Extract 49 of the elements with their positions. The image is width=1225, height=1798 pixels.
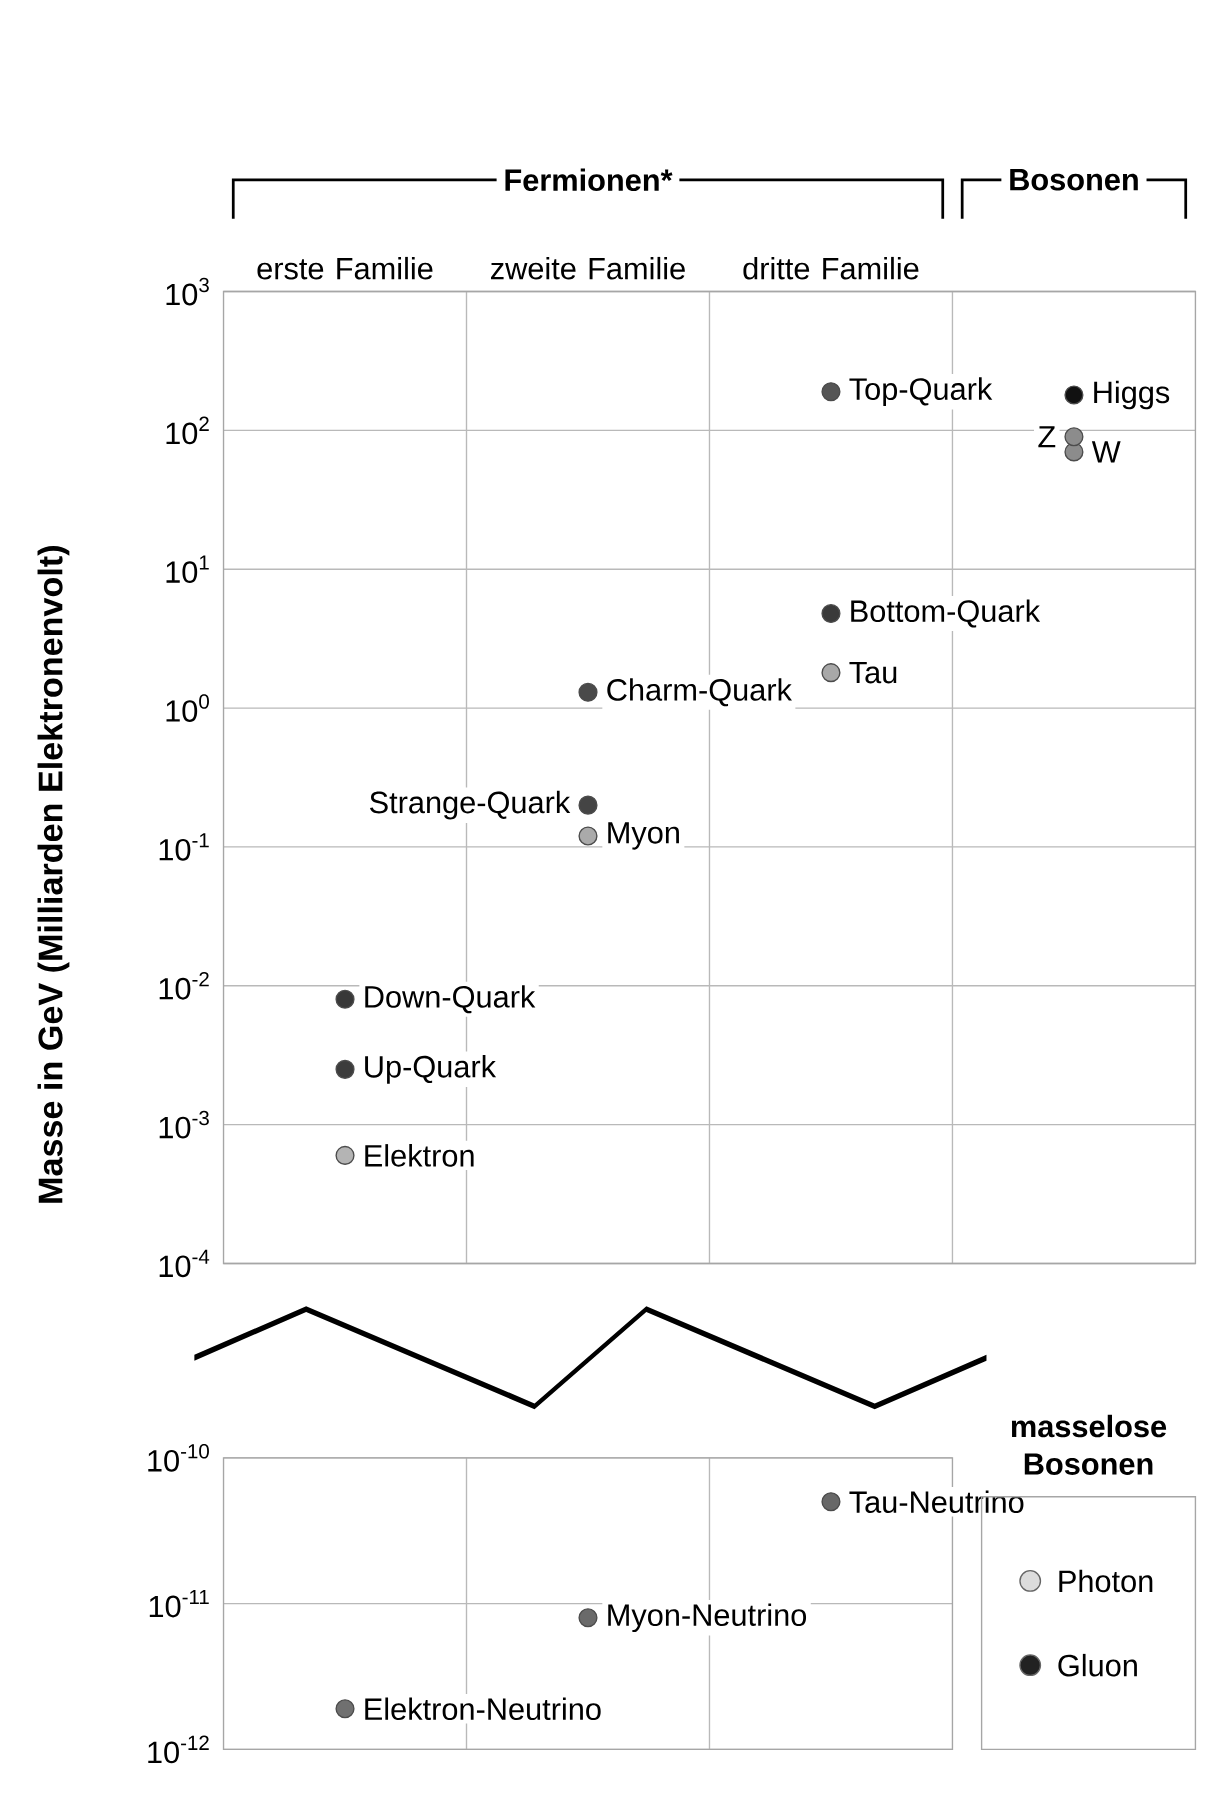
point <box>821 1492 841 1512</box>
series-label: Up-Quark <box>365 1055 497 1084</box>
y-tick-label: 10$^{-2}$ <box>159 971 209 1000</box>
point <box>821 663 841 683</box>
y-tick-label: 10$^{-10}$ <box>148 1444 210 1472</box>
series-label: Strange-Quark <box>370 790 571 820</box>
y-tick-label: 10$^{2}$ <box>166 416 209 445</box>
y-tick-label: 10$^{-11}$ <box>150 1589 209 1618</box>
series-label: Z <box>1038 426 1056 448</box>
point <box>1064 427 1084 447</box>
x-tick-label: erste Familie <box>257 256 433 280</box>
point <box>821 382 841 402</box>
series-label: Higgs <box>1094 380 1170 410</box>
series-label: Myon-Neutrino <box>608 1603 807 1633</box>
y-tick-label: 10$^{3}$ <box>166 277 210 306</box>
point <box>1064 385 1084 405</box>
point <box>335 1699 355 1719</box>
y-tick-label: 10$^{1}$ <box>166 555 209 583</box>
text: Fermionen* <box>505 168 673 192</box>
point <box>335 989 355 1009</box>
series-label: Elektron-Neutrino <box>365 1697 601 1721</box>
x-tick-label: dritte Familie <box>743 256 919 280</box>
y-tick-label: 10$^{0}$ <box>166 694 210 722</box>
text: Gluon <box>1058 1653 1138 1677</box>
series-label: Charm-Quark <box>607 678 793 707</box>
y-tick-label: 10$^{-4}$ <box>159 1249 210 1278</box>
text: Bosonen <box>1010 169 1138 191</box>
series-label: Tau-Neutrino <box>849 1490 1024 1514</box>
y-tick-label: 10$^{-12}$ <box>148 1735 209 1764</box>
text: masselose Bosonen <box>1012 1414 1167 1475</box>
point <box>578 682 598 702</box>
series-label: Down-Quark <box>365 985 536 1014</box>
point <box>821 603 841 624</box>
series-label: Tau <box>849 661 897 684</box>
point <box>578 826 598 846</box>
point <box>578 795 598 815</box>
series-label: W <box>1092 441 1121 463</box>
text: Photon <box>1059 1569 1153 1593</box>
y-axis-title: Masse in GeV (Milliarden Elektronenvolt) <box>37 546 70 1203</box>
y-tick-label: 10$^{-3}$ <box>159 1110 210 1139</box>
series-label: Top-Quark <box>849 377 993 407</box>
point <box>335 1145 355 1165</box>
point <box>335 1059 355 1079</box>
series-label: Myon <box>608 822 680 850</box>
x-tick-label: zweite Familie <box>491 256 686 280</box>
series-label: Bottom-Quark <box>851 599 1041 628</box>
point <box>578 1608 598 1628</box>
series-label: Elektron <box>365 1144 474 1167</box>
y-tick-label: 10$^{-1}$ <box>159 833 209 861</box>
